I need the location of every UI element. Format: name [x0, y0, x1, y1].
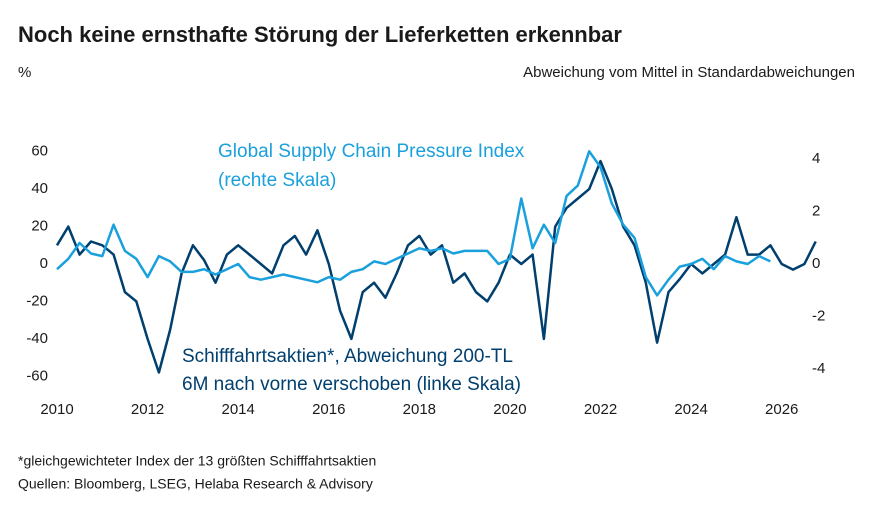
y2-axis-label: Abweichung vom Mittel in Standardabweich… — [523, 64, 855, 81]
y2-tick-label: -2 — [812, 307, 825, 324]
y-tick-label: -60 — [26, 367, 48, 384]
series-label: Schifffahrtsaktien*, Abweichung 200-TL — [182, 346, 513, 367]
y-tick-label: 0 — [40, 255, 48, 272]
series-note: (rechte Skala) — [218, 170, 336, 191]
y2-tick-label: 0 — [812, 255, 820, 272]
y2-tick-label: -4 — [812, 360, 825, 377]
y-tick-label: -40 — [26, 330, 48, 347]
chart-title: Noch keine ernsthafte Störung der Liefer… — [18, 22, 622, 47]
y-tick-label: 40 — [31, 180, 48, 197]
y-tick-label: -20 — [26, 292, 48, 309]
x-tick-label: 2024 — [674, 401, 707, 418]
y-tick-label: 20 — [31, 218, 48, 235]
x-tick-label: 2012 — [131, 401, 164, 418]
series-line — [55, 159, 817, 374]
x-tick-label: 2016 — [312, 401, 345, 418]
y-axis-label: % — [18, 64, 31, 81]
y2-tick-label: 2 — [812, 203, 820, 220]
series-line — [56, 150, 771, 297]
x-tick-label: 2020 — [493, 401, 526, 418]
x-tick-label: 2010 — [40, 401, 73, 418]
x-tick-label: 2022 — [584, 401, 617, 418]
x-tick-label: 2014 — [221, 401, 254, 418]
y2-tick-label: 4 — [812, 150, 820, 167]
series-label: Global Supply Chain Pressure Index — [218, 141, 525, 162]
footnote: *gleichgewichteter Index der 13 größten … — [18, 453, 376, 469]
series-note: 6M nach vorne verschoben (linke Skala) — [182, 374, 521, 395]
y-tick-label: 60 — [31, 143, 48, 160]
x-tick-label: 2018 — [403, 401, 436, 418]
x-tick-label: 2026 — [765, 401, 798, 418]
footnote: Quellen: Bloomberg, LSEG, Helaba Researc… — [18, 476, 373, 492]
